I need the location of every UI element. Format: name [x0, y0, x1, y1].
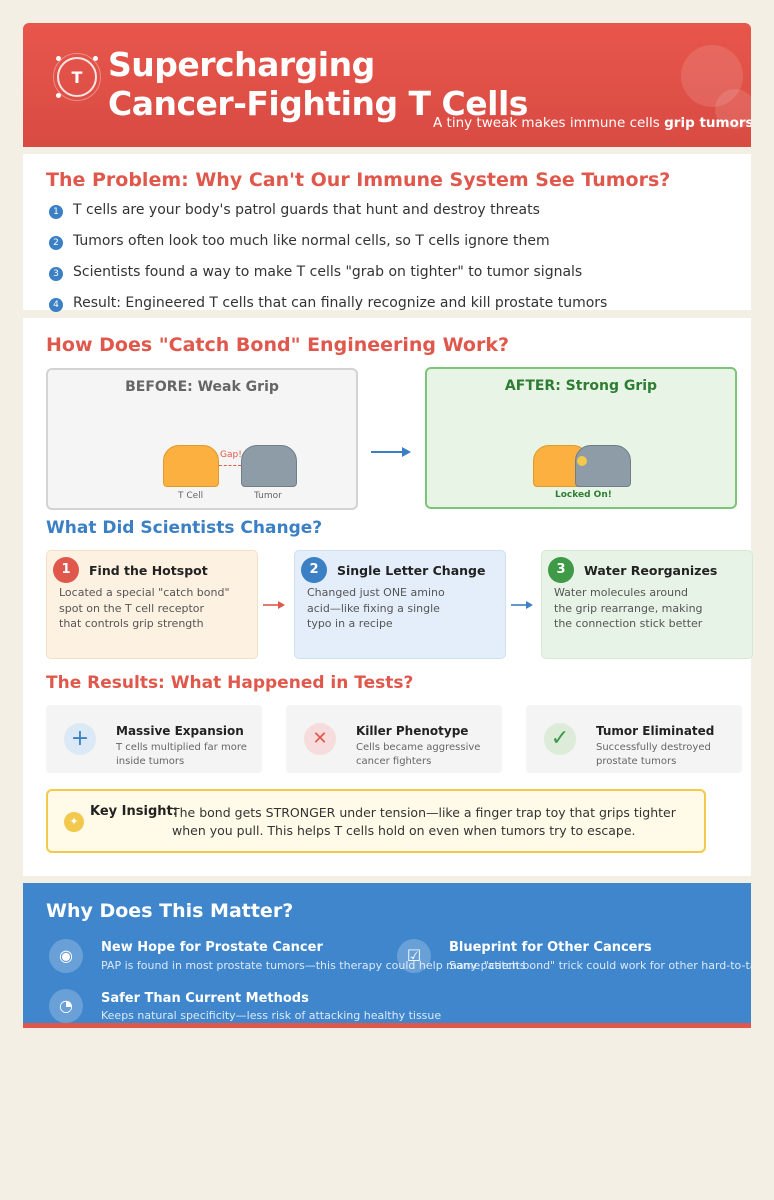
step-title: Single Letter Change: [337, 563, 486, 578]
t-cell-label: T Cell: [178, 491, 204, 501]
result-description: Cells became aggressive cancer fighters: [356, 742, 481, 767]
benefit-title: New Hope for Prostate Cancer: [101, 940, 323, 955]
x-icon: ✕: [304, 723, 336, 755]
step-number: 1: [53, 557, 79, 583]
result-title: Massive Expansion: [116, 724, 244, 738]
problem-section: The Problem: Why Can't Our Immune System…: [23, 154, 751, 312]
insight-text: The bond gets STRONGER under tension—lik…: [172, 805, 676, 838]
step-description: Changed just ONE amino acid—like fixing a…: [307, 586, 445, 630]
result-description: Successfully destroyed prostate tumors: [596, 742, 711, 767]
benefit-description: PAP is found in most prostate tumors—thi…: [101, 959, 526, 972]
benefit-description: Same "catch bond" trick could work for o…: [449, 959, 751, 972]
result-title: Killer Phenotype: [356, 724, 469, 738]
step-description: Located a special "catch bond" spot on th…: [59, 586, 230, 630]
why-matters-section: Why Does This Matter? ◉ New Hope for Pro…: [23, 883, 751, 1028]
number-badge: 4: [49, 298, 63, 312]
locked-label: Locked On!: [555, 490, 612, 500]
result-card-3: ✓ Tumor Eliminated Successfully destroye…: [526, 705, 742, 773]
benefit-description: Keeps natural specificity—less risk of a…: [101, 1009, 442, 1022]
arrow-icon: [263, 596, 285, 615]
step-title: Find the Hotspot: [89, 563, 208, 578]
eye-icon: ◉: [49, 939, 83, 973]
check-icon: ✓: [544, 723, 576, 755]
page-title: Supercharging Cancer-Fighting T Cells: [108, 45, 528, 123]
result-card-1: + Massive Expansion T cells multiplied f…: [46, 705, 262, 773]
step-card-3: 3 Water Reorganizes Water molecules arou…: [541, 550, 753, 659]
gap-label: Gap!: [220, 450, 242, 460]
t-cell-shape: [163, 445, 219, 487]
number-badge: 2: [49, 236, 63, 250]
result-card-2: ✕ Killer Phenotype Cells became aggressi…: [286, 705, 502, 773]
benefit-description-clip: Same "catch bond" trick could work for o…: [449, 959, 751, 977]
number-badge: 1: [49, 205, 63, 219]
page-subtitle: A tiny tweak makes immune cells grip tum…: [433, 115, 751, 131]
plus-icon: +: [64, 723, 96, 755]
result-title: Tumor Eliminated: [596, 724, 715, 738]
bond-icon: [577, 456, 587, 466]
benefit-title: Safer Than Current Methods: [101, 991, 309, 1006]
insight-label: Key Insight:: [90, 804, 178, 819]
number-badge: 3: [49, 267, 63, 281]
result-description: T cells multiplied far more inside tumors: [116, 742, 247, 767]
step-title: Water Reorganizes: [584, 563, 718, 578]
header-banner: T Supercharging Cancer-Fighting T Cells …: [23, 23, 751, 147]
decor-bubble: [681, 45, 743, 107]
shield-person-icon: ◔: [49, 989, 83, 1023]
tumor-shape: [575, 445, 631, 487]
catch-bond-section: How Does "Catch Bond" Engineering Work? …: [23, 318, 753, 876]
accent-strip: [23, 1023, 751, 1028]
changes-title: What Did Scientists Change?: [46, 518, 323, 538]
arrow-icon: [511, 596, 533, 615]
t-cell-logo-icon: T: [53, 53, 101, 101]
step-number: 3: [548, 557, 574, 583]
results-title: The Results: What Happened in Tests?: [46, 673, 414, 693]
before-title: BEFORE: Weak Grip: [125, 379, 279, 395]
benefit-title: Blueprint for Other Cancers: [449, 940, 652, 955]
after-panel: AFTER: Strong Grip Locked On!: [425, 367, 737, 509]
key-insight-box: ✦ Key Insight: The bond gets STRONGER un…: [46, 789, 706, 853]
step-number: 2: [301, 557, 327, 583]
step-card-1: 1 Find the Hotspot Located a special "ca…: [46, 550, 258, 659]
logo-letter: T: [71, 67, 83, 87]
step-description: Water molecules around the grip rearrange…: [554, 586, 703, 630]
step-card-2: 2 Single Letter Change Changed just ONE …: [294, 550, 506, 659]
tumor-shape: [241, 445, 297, 487]
before-panel: BEFORE: Weak Grip Gap! T Cell Tumor: [46, 368, 358, 510]
after-title: AFTER: Strong Grip: [504, 378, 658, 394]
decor-bubble: [715, 89, 751, 129]
why-matters-title: Why Does This Matter?: [46, 900, 294, 922]
catch-bond-title: How Does "Catch Bond" Engineering Work?: [46, 334, 509, 356]
checkbox-icon: ☑: [397, 939, 431, 973]
arrow-icon: [371, 442, 411, 462]
gap-line: [219, 465, 241, 466]
tumor-label: Tumor: [254, 491, 282, 501]
lightbulb-icon: ✦: [64, 812, 84, 832]
problem-title: The Problem: Why Can't Our Immune System…: [46, 169, 671, 191]
